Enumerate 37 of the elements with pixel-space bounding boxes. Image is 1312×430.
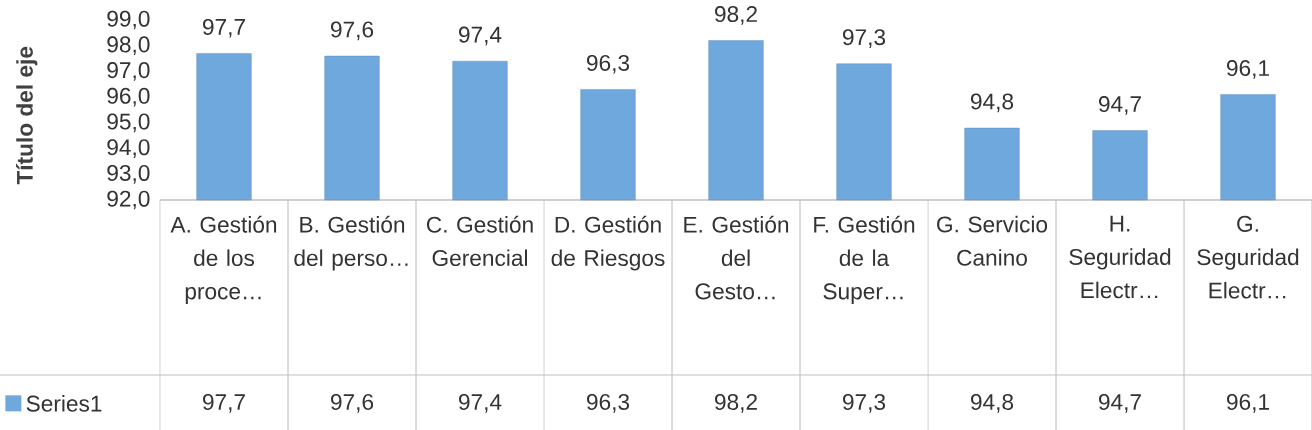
text: 96,1: [1227, 60, 1269, 79]
x-tick-label: A. Gestión de los proce…: [170, 215, 277, 304]
y-tick-label: 94,0: [107, 139, 150, 158]
x-tick-label: F. Gestión de la Super…: [814, 215, 915, 304]
y-tick-label: 99,0: [107, 10, 150, 30]
data-label: 97,7: [203, 393, 245, 413]
legend-label: Series1: [26, 395, 102, 412]
y-tick-label: 95,0: [107, 113, 150, 133]
x-tick-label: D. Gestión de Riesgos: [551, 215, 665, 271]
y-tick-label: 96,0: [107, 87, 150, 107]
text: 97,3: [843, 29, 886, 48]
text: 97,7: [203, 18, 245, 38]
data-label: 96,1: [1227, 393, 1269, 413]
y-axis-title: Título del eje: [16, 46, 38, 185]
data-label: 94,8: [971, 393, 1014, 413]
x-tick-label: H. Seguridad Electr…: [1069, 215, 1171, 299]
x-tick-label: G. Seguridad Electr…: [1197, 215, 1299, 299]
y-tick-label: 97,0: [107, 62, 150, 81]
text: 96,3: [587, 54, 630, 74]
data-label: 96,3: [587, 393, 630, 413]
text: 97,4: [459, 26, 502, 46]
data-label: 97,3: [843, 393, 886, 413]
data-label: 94,7: [1099, 393, 1141, 413]
x-tick-label: E. Gestión del Gesto…: [684, 215, 789, 300]
x-tick-label: B. Gestión del perso…: [294, 215, 408, 271]
x-tick-label: C. Gestión Gerencial: [426, 215, 533, 267]
data-label: 97,6: [331, 393, 374, 413]
text: 94,8: [971, 93, 1014, 113]
data-label: 97,4: [459, 393, 502, 413]
y-tick-label: 92,0: [107, 190, 150, 210]
text: 98,2: [715, 6, 757, 25]
text: 97,6: [331, 21, 374, 41]
data-label: 98,2: [715, 393, 757, 413]
y-tick-label: 93,0: [107, 164, 150, 184]
x-tick-label: G. Servicio Canino: [937, 215, 1048, 266]
y-tick-label: 98,0: [107, 36, 150, 56]
text: 94,7: [1099, 96, 1141, 115]
